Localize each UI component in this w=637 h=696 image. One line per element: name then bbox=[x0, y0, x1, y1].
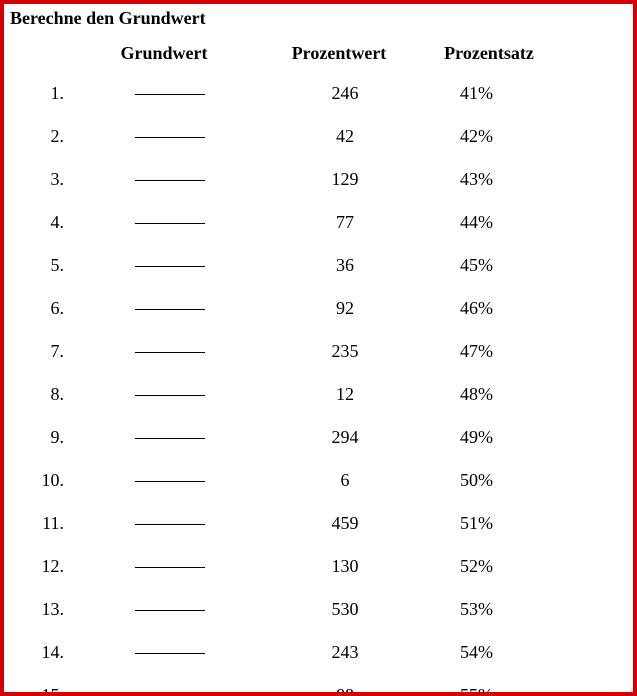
prozentsatz-value: 46% bbox=[420, 298, 570, 319]
worksheet-title: Berechne den Grundwert bbox=[4, 4, 633, 29]
prozentwert-value: 6 bbox=[270, 470, 420, 491]
row-number: 8. bbox=[4, 384, 70, 405]
table-row: 15. 8855% bbox=[4, 674, 633, 696]
grundwert-blank[interactable] bbox=[70, 556, 270, 577]
row-number: 5. bbox=[4, 255, 70, 276]
row-number: 14. bbox=[4, 642, 70, 663]
fill-in-blank[interactable] bbox=[135, 438, 205, 439]
grundwert-blank[interactable] bbox=[70, 384, 270, 405]
prozentsatz-value: 49% bbox=[420, 427, 570, 448]
table-row: 9. 29449% bbox=[4, 416, 633, 459]
header-spacer bbox=[4, 43, 64, 64]
prozentwert-value: 88 bbox=[270, 685, 420, 696]
fill-in-blank[interactable] bbox=[135, 223, 205, 224]
table-row: 8. 1248% bbox=[4, 373, 633, 416]
table-row: 14. 24354% bbox=[4, 631, 633, 674]
grundwert-blank[interactable] bbox=[70, 341, 270, 362]
fill-in-blank[interactable] bbox=[135, 653, 205, 654]
grundwert-blank[interactable] bbox=[70, 513, 270, 534]
prozentwert-value: 129 bbox=[270, 169, 420, 190]
fill-in-blank[interactable] bbox=[135, 610, 205, 611]
grundwert-blank[interactable] bbox=[70, 599, 270, 620]
row-number: 10. bbox=[4, 470, 70, 491]
grundwert-blank[interactable] bbox=[70, 685, 270, 696]
header-grundwert: Grundwert bbox=[64, 43, 264, 64]
prozentsatz-value: 53% bbox=[420, 599, 570, 620]
table-row: 1. 24641% bbox=[4, 72, 633, 115]
prozentwert-value: 77 bbox=[270, 212, 420, 233]
prozentsatz-value: 55% bbox=[420, 685, 570, 696]
prozentsatz-value: 43% bbox=[420, 169, 570, 190]
table-row: 11. 45951% bbox=[4, 502, 633, 545]
grundwert-blank[interactable] bbox=[70, 126, 270, 147]
row-number: 11. bbox=[4, 513, 70, 534]
column-headers: Grundwert Prozentwert Prozentsatz bbox=[4, 29, 633, 72]
prozentwert-value: 459 bbox=[270, 513, 420, 534]
grundwert-blank[interactable] bbox=[70, 642, 270, 663]
grundwert-blank[interactable] bbox=[70, 470, 270, 491]
prozentsatz-value: 52% bbox=[420, 556, 570, 577]
row-number: 4. bbox=[4, 212, 70, 233]
header-prozentwert: Prozentwert bbox=[264, 43, 414, 64]
row-number: 13. bbox=[4, 599, 70, 620]
grundwert-blank[interactable] bbox=[70, 427, 270, 448]
prozentwert-value: 294 bbox=[270, 427, 420, 448]
fill-in-blank[interactable] bbox=[135, 352, 205, 353]
fill-in-blank[interactable] bbox=[135, 524, 205, 525]
prozentsatz-value: 50% bbox=[420, 470, 570, 491]
prozentwert-value: 246 bbox=[270, 83, 420, 104]
row-number: 15. bbox=[4, 685, 70, 696]
row-number: 6. bbox=[4, 298, 70, 319]
fill-in-blank[interactable] bbox=[135, 395, 205, 396]
table-row: 5. 3645% bbox=[4, 244, 633, 287]
row-number: 7. bbox=[4, 341, 70, 362]
grundwert-blank[interactable] bbox=[70, 298, 270, 319]
prozentsatz-value: 41% bbox=[420, 83, 570, 104]
grundwert-blank[interactable] bbox=[70, 83, 270, 104]
table-row: 7. 23547% bbox=[4, 330, 633, 373]
fill-in-blank[interactable] bbox=[135, 481, 205, 482]
table-row: 2. 4242% bbox=[4, 115, 633, 158]
table-row: 13. 53053% bbox=[4, 588, 633, 631]
fill-in-blank[interactable] bbox=[135, 94, 205, 95]
prozentsatz-value: 42% bbox=[420, 126, 570, 147]
prozentsatz-value: 45% bbox=[420, 255, 570, 276]
prozentsatz-value: 44% bbox=[420, 212, 570, 233]
table-row: 6. 9246% bbox=[4, 287, 633, 330]
fill-in-blank[interactable] bbox=[135, 309, 205, 310]
grundwert-blank[interactable] bbox=[70, 169, 270, 190]
prozentwert-value: 92 bbox=[270, 298, 420, 319]
prozentwert-value: 243 bbox=[270, 642, 420, 663]
row-number: 3. bbox=[4, 169, 70, 190]
table-row: 10. 650% bbox=[4, 459, 633, 502]
row-number: 2. bbox=[4, 126, 70, 147]
worksheet-rows: 1. 24641% 2. 4242% 3. 12943% 4. 7744% 5. 3645% 6. 9… bbox=[4, 72, 633, 696]
fill-in-blank[interactable] bbox=[135, 567, 205, 568]
prozentwert-value: 530 bbox=[270, 599, 420, 620]
grundwert-blank[interactable] bbox=[70, 255, 270, 276]
header-prozentsatz: Prozentsatz bbox=[414, 43, 564, 64]
grundwert-blank[interactable] bbox=[70, 212, 270, 233]
prozentsatz-value: 51% bbox=[420, 513, 570, 534]
fill-in-blank[interactable] bbox=[135, 180, 205, 181]
prozentsatz-value: 47% bbox=[420, 341, 570, 362]
worksheet: Berechne den Grundwert Grundwert Prozent… bbox=[0, 0, 637, 696]
table-row: 3. 12943% bbox=[4, 158, 633, 201]
prozentsatz-value: 48% bbox=[420, 384, 570, 405]
prozentwert-value: 235 bbox=[270, 341, 420, 362]
table-row: 4. 7744% bbox=[4, 201, 633, 244]
row-number: 1. bbox=[4, 83, 70, 104]
prozentwert-value: 130 bbox=[270, 556, 420, 577]
fill-in-blank[interactable] bbox=[135, 266, 205, 267]
table-row: 12. 13052% bbox=[4, 545, 633, 588]
row-number: 9. bbox=[4, 427, 70, 448]
fill-in-blank[interactable] bbox=[135, 137, 205, 138]
prozentwert-value: 42 bbox=[270, 126, 420, 147]
prozentwert-value: 12 bbox=[270, 384, 420, 405]
row-number: 12. bbox=[4, 556, 70, 577]
prozentsatz-value: 54% bbox=[420, 642, 570, 663]
prozentwert-value: 36 bbox=[270, 255, 420, 276]
